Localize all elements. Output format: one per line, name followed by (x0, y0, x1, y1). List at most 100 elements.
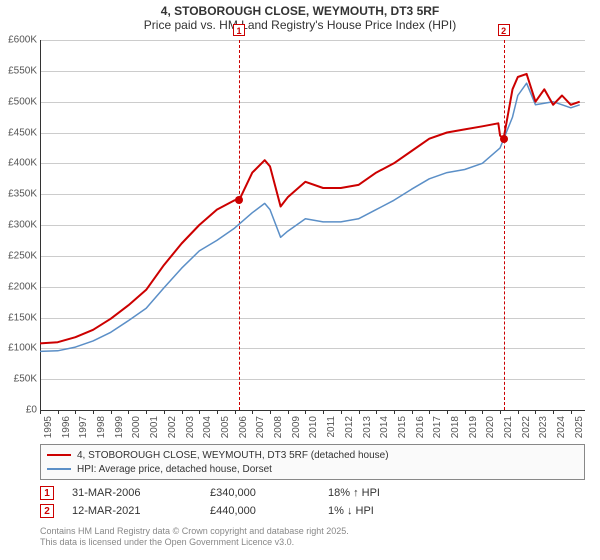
footnote-line: Contains HM Land Registry data © Crown c… (40, 526, 585, 537)
y-axis-label: £550K (8, 65, 37, 76)
x-axis-label: 2019 (468, 416, 479, 438)
footnote-line: This data is licensed under the Open Gov… (40, 537, 585, 548)
sale-delta: 18% ↑ HPI (328, 487, 448, 499)
chart-container: 4, STOBOROUGH CLOSE, WEYMOUTH, DT3 5RF P… (0, 0, 600, 560)
x-axis-label: 2024 (556, 416, 567, 438)
y-axis-label: £600K (8, 35, 37, 46)
x-axis-tick (571, 410, 572, 414)
sale-index-box: 2 (40, 504, 54, 518)
x-axis-tick (40, 410, 41, 414)
legend-swatch (47, 454, 71, 456)
x-axis-tick (111, 410, 112, 414)
y-axis-label: £450K (8, 127, 37, 138)
sale-marker-index: 2 (498, 24, 510, 36)
x-axis-label: 1999 (114, 416, 125, 438)
x-axis-tick (58, 410, 59, 414)
x-axis-tick (288, 410, 289, 414)
y-axis-label: £350K (8, 189, 37, 200)
series-svg (40, 40, 585, 410)
x-axis-label: 2004 (202, 416, 213, 438)
legend: 4, STOBOROUGH CLOSE, WEYMOUTH, DT3 5RF (… (40, 444, 585, 480)
x-axis-label: 2003 (185, 416, 196, 438)
x-axis-label: 2010 (308, 416, 319, 438)
x-axis-tick (146, 410, 147, 414)
x-axis-label: 2002 (167, 416, 178, 438)
x-axis-label: 2017 (432, 416, 443, 438)
x-axis-label: 2022 (521, 416, 532, 438)
gridline-horizontal (40, 410, 585, 411)
x-axis-label: 2007 (255, 416, 266, 438)
x-axis-label: 2020 (485, 416, 496, 438)
y-axis-label: £50K (14, 374, 37, 385)
y-axis-label: £300K (8, 220, 37, 231)
x-axis-label: 1998 (96, 416, 107, 438)
title-address: 4, STOBOROUGH CLOSE, WEYMOUTH, DT3 5RF (0, 4, 600, 18)
x-axis-label: 2008 (273, 416, 284, 438)
x-axis-tick (235, 410, 236, 414)
x-axis-label: 2013 (362, 416, 373, 438)
x-axis-label: 2015 (397, 416, 408, 438)
x-axis-tick (482, 410, 483, 414)
x-axis-tick (394, 410, 395, 414)
x-axis-tick (500, 410, 501, 414)
x-axis-tick (412, 410, 413, 414)
x-axis-label: 2000 (131, 416, 142, 438)
x-axis-label: 1995 (43, 416, 54, 438)
x-axis-label: 2001 (149, 416, 160, 438)
x-axis-tick (465, 410, 466, 414)
sale-price: £340,000 (210, 487, 310, 499)
y-axis-label: £200K (8, 281, 37, 292)
plot-area: £0£50K£100K£150K£200K£250K£300K£350K£400… (40, 40, 585, 410)
table-row: 2 12-MAR-2021 £440,000 1% ↓ HPI (40, 502, 585, 520)
x-axis-tick (182, 410, 183, 414)
x-axis-label: 2023 (538, 416, 549, 438)
sale-price: £440,000 (210, 505, 310, 517)
x-axis-tick (305, 410, 306, 414)
sale-date: 12-MAR-2021 (72, 505, 192, 517)
y-axis-label: £250K (8, 250, 37, 261)
x-axis-label: 1996 (61, 416, 72, 438)
x-axis-label: 2021 (503, 416, 514, 438)
legend-label: 4, STOBOROUGH CLOSE, WEYMOUTH, DT3 5RF (… (77, 450, 389, 461)
y-axis-label: £100K (8, 343, 37, 354)
x-axis-tick (75, 410, 76, 414)
sale-marker-dot (500, 135, 508, 143)
sale-index-box: 1 (40, 486, 54, 500)
x-axis-tick (518, 410, 519, 414)
chart-area: £0£50K£100K£150K£200K£250K£300K£350K£400… (40, 40, 585, 410)
x-axis-label: 2025 (574, 416, 585, 438)
x-axis-label: 2009 (291, 416, 302, 438)
x-axis-label: 2016 (415, 416, 426, 438)
x-axis-tick (429, 410, 430, 414)
x-axis-tick (270, 410, 271, 414)
legend-item: 4, STOBOROUGH CLOSE, WEYMOUTH, DT3 5RF (… (47, 448, 578, 462)
sale-marker-dot (235, 196, 243, 204)
x-axis-tick (128, 410, 129, 414)
x-axis-tick (535, 410, 536, 414)
x-axis-tick (252, 410, 253, 414)
y-axis-label: £400K (8, 158, 37, 169)
title-subtitle: Price paid vs. HM Land Registry's House … (0, 18, 600, 32)
y-axis-label: £150K (8, 312, 37, 323)
x-axis-tick (553, 410, 554, 414)
x-axis-label: 2011 (326, 416, 337, 438)
x-axis-tick (217, 410, 218, 414)
x-axis-label: 2006 (238, 416, 249, 438)
x-axis-tick (323, 410, 324, 414)
x-axis-tick (376, 410, 377, 414)
sale-marker-index: 1 (233, 24, 245, 36)
legend-item: HPI: Average price, detached house, Dors… (47, 462, 578, 476)
x-axis-label: 2014 (379, 416, 390, 438)
y-axis-label: £500K (8, 96, 37, 107)
x-axis-label: 2018 (450, 416, 461, 438)
x-axis-label: 1997 (78, 416, 89, 438)
x-axis-label: 2012 (344, 416, 355, 438)
series-line-subject_property (40, 74, 580, 344)
x-axis-tick (359, 410, 360, 414)
sales-table: 1 31-MAR-2006 £340,000 18% ↑ HPI 2 12-MA… (40, 484, 585, 520)
x-axis-tick (341, 410, 342, 414)
legend-swatch (47, 468, 71, 470)
sale-delta: 1% ↓ HPI (328, 505, 448, 517)
legend-label: HPI: Average price, detached house, Dors… (77, 464, 272, 475)
y-axis-label: £0 (26, 405, 37, 416)
